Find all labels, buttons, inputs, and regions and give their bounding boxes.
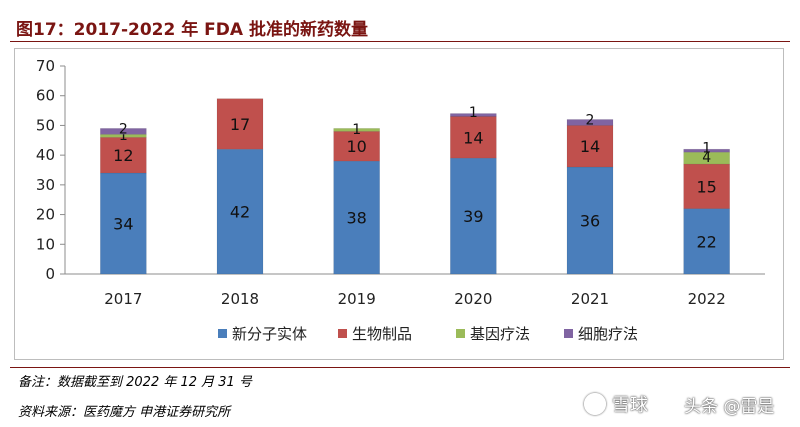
- data-label: 36: [580, 212, 600, 231]
- chart-frame: 0 10 20 30 40 50 60 70 34 12 1 2 2017 42 17 2018 38 10 1 20…: [14, 48, 784, 360]
- data-label: 1: [469, 105, 478, 121]
- legend-swatch: [338, 329, 347, 338]
- x-tick-label: 2018: [221, 290, 259, 308]
- data-label: 22: [696, 232, 716, 251]
- y-tick-label: 60: [36, 87, 55, 105]
- bar-segment: [450, 116, 497, 159]
- data-label: 15: [696, 177, 716, 196]
- bar-segment: [566, 125, 614, 168]
- bar-segment: [566, 119, 614, 126]
- data-label: 17: [230, 115, 250, 134]
- data-label: 39: [463, 207, 483, 226]
- data-label: 42: [230, 203, 250, 222]
- footer-rule: [10, 367, 790, 368]
- x-tick-label: 2021: [571, 290, 609, 308]
- data-label: 4: [702, 150, 711, 166]
- data-label: 14: [463, 128, 483, 147]
- y-tick-label: 40: [36, 146, 55, 164]
- data-label: 10: [346, 137, 366, 156]
- bar-segment: [450, 157, 497, 275]
- data-label: 12: [113, 146, 133, 165]
- legend-swatch: [218, 329, 227, 338]
- bar-segment: [566, 166, 614, 275]
- bar-segment: [333, 128, 380, 132]
- legend-swatch: [456, 329, 465, 338]
- bar-segment: [683, 208, 730, 275]
- y-tick-label: 20: [36, 206, 55, 224]
- source-note: 资料来源：医药魔方 申港证券研究所: [18, 405, 231, 420]
- bar-segment: [683, 148, 730, 153]
- data-label: 14: [580, 137, 600, 156]
- x-tick-label: 2022: [688, 290, 726, 308]
- y-tick-label: 30: [36, 176, 55, 194]
- data-label: 1: [352, 122, 361, 138]
- bar-segment: [216, 98, 264, 150]
- snowball-logo-icon: [584, 393, 606, 415]
- legend-label: 基因疗法: [470, 325, 530, 343]
- y-tick-label: 0: [45, 265, 55, 283]
- bar-segment: [683, 163, 730, 209]
- stacked-bar-chart: 0102030405060703412122017421720183810120…: [36, 57, 765, 343]
- data-label: 1: [119, 128, 128, 144]
- data-label: 34: [113, 214, 133, 233]
- y-tick-label: 10: [36, 235, 55, 253]
- bar-segment: [333, 160, 380, 275]
- watermark-site-label: 雪球: [612, 395, 648, 416]
- watermark-author: 头条 @雷是: [684, 396, 775, 417]
- x-tick-label: 2017: [104, 290, 142, 308]
- bar-segment: [450, 113, 497, 117]
- watermark-site: 雪球: [584, 391, 648, 417]
- x-tick-label: 2019: [338, 290, 376, 308]
- data-label: 38: [346, 209, 366, 228]
- x-tick-label: 2020: [454, 290, 492, 308]
- data-label: 1: [702, 141, 711, 157]
- figure-title: 图17：2017-2022 年 FDA 批准的新药数量: [16, 20, 368, 40]
- legend-swatch: [564, 329, 573, 338]
- y-tick-label: 50: [36, 116, 55, 134]
- bar-segment: [100, 128, 147, 135]
- y-tick-label: 70: [36, 57, 55, 75]
- legend-label: 新分子实体: [232, 325, 307, 343]
- title-rule: [10, 41, 790, 42]
- data-label: 2: [586, 112, 595, 128]
- legend-label: 生物制品: [352, 325, 412, 343]
- bar-segment: [100, 137, 147, 174]
- legend-label: 细胞疗法: [578, 325, 638, 343]
- data-label: 2: [119, 121, 128, 137]
- bar-segment: [333, 131, 380, 162]
- data-note: 备注：数据截至到 2022 年 12 月 31 号: [18, 375, 252, 390]
